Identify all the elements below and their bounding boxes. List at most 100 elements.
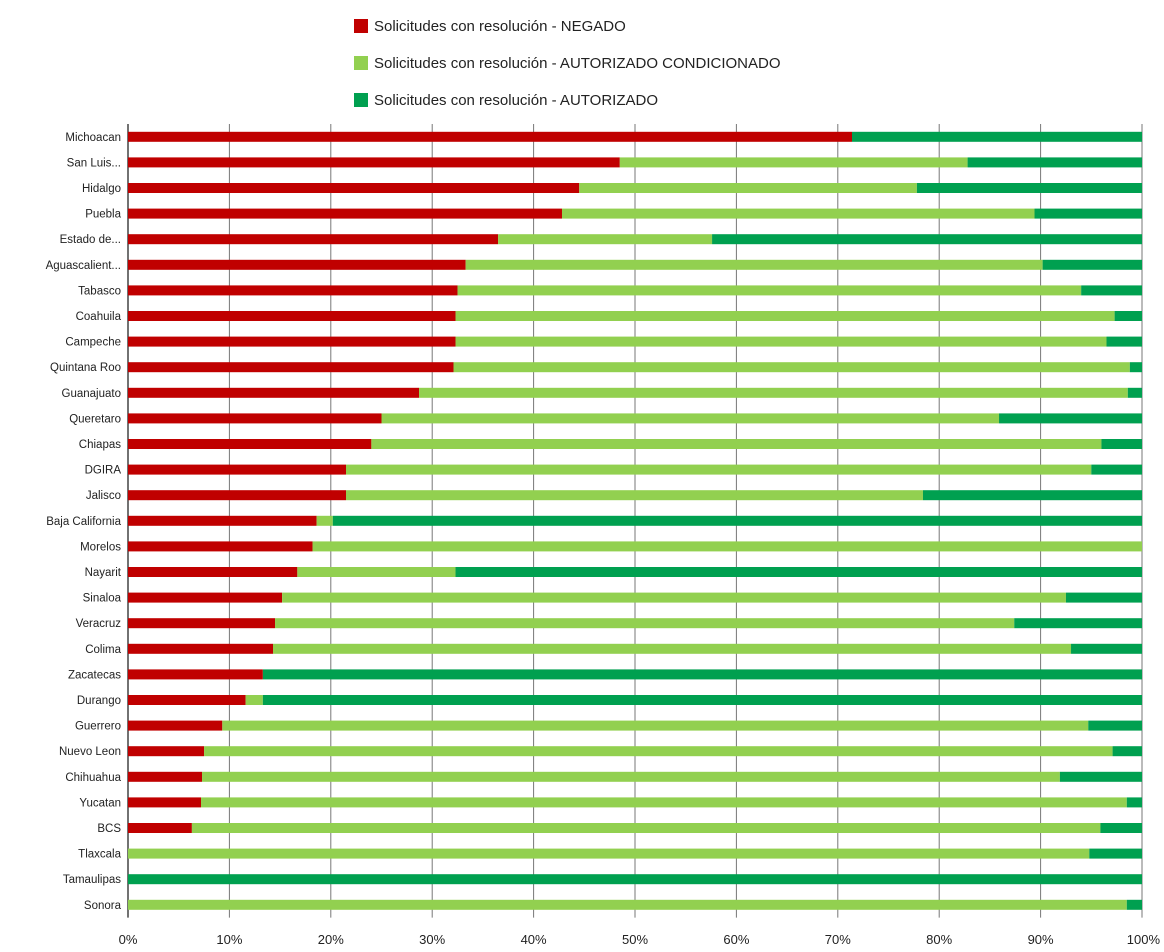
bar-segment [1112, 746, 1142, 757]
bar-segment [619, 157, 968, 168]
bar-segment [1059, 771, 1142, 782]
bar-segment [201, 797, 1127, 808]
bar-segment [1127, 387, 1142, 398]
tick-label: 30% [419, 932, 445, 947]
bar-segment [128, 439, 372, 449]
bar-segment [128, 720, 223, 731]
category-label: Tlaxcala [78, 849, 121, 861]
category-label: Jalisco [86, 490, 121, 502]
category-label: Nuevo Leon [59, 746, 121, 758]
bar-segment [128, 515, 317, 526]
category-label: Puebla [85, 209, 121, 221]
bar-segment [128, 387, 420, 398]
value-axis-labels: 0% 10% 20% 30% 40% 50% 60% 70% 80% 90% 100% [119, 932, 1161, 947]
tick-label: 70% [825, 932, 851, 947]
bar-segment [128, 746, 205, 757]
bar-segment [128, 541, 313, 552]
legend-swatch [354, 56, 368, 70]
bar-segment [312, 541, 1143, 552]
chart-legend: Solicitudes con resolución - NEGADO Solic… [354, 18, 781, 109]
bar-segment [262, 695, 1142, 705]
bar-segment [128, 131, 852, 142]
bar-segment [1014, 618, 1142, 629]
bar-segment [498, 234, 713, 245]
category-label: Sinaloa [83, 593, 122, 605]
bar-segment [128, 413, 382, 424]
bar-segment [128, 285, 458, 296]
tick-label: 20% [318, 932, 344, 947]
category-label: Campeche [65, 337, 121, 349]
bar-segment [1114, 311, 1142, 321]
bar-segment [128, 259, 466, 270]
bar-segment [191, 823, 1101, 833]
bar-segment [202, 771, 1060, 782]
bar-segment [712, 234, 1142, 245]
bar-segment [457, 285, 1082, 296]
legend-swatch [354, 19, 368, 33]
category-label: Guerrero [75, 721, 121, 733]
category-label: Tamaulipas [63, 874, 121, 886]
bar-segment [128, 643, 274, 654]
tick-label: 80% [926, 932, 952, 947]
tick-label: 40% [521, 932, 547, 947]
bar-segment [999, 413, 1142, 424]
bar-segment [245, 695, 263, 705]
tick-label: 100% [1127, 932, 1161, 947]
category-label: Colima [85, 644, 121, 656]
legend-swatch [354, 93, 368, 107]
bar-segment [273, 643, 1072, 654]
legend-label: Solicitudes con resolución - AUTORIZADO [374, 92, 658, 109]
bar-segment [922, 490, 1142, 501]
category-axis-labels: Michoacan San Luis... Hidalgo Puebla Estado … [46, 132, 122, 912]
bar-segment [561, 208, 1035, 219]
bar-segment [262, 669, 1142, 680]
bars [128, 131, 1143, 910]
category-label: Quintana Roo [50, 362, 121, 374]
bar-segment [128, 669, 263, 680]
bar-segment [128, 874, 1142, 885]
bar-segment [346, 464, 1092, 475]
category-label: BCS [97, 823, 121, 835]
bar-segment [128, 567, 298, 577]
bar-segment [128, 336, 456, 347]
bar-segment [1126, 899, 1142, 910]
bar-segment [332, 515, 1142, 526]
bar-segment [275, 618, 1015, 629]
bar-segment [916, 183, 1142, 193]
bar-segment [851, 131, 1142, 142]
bar-segment [455, 311, 1115, 321]
category-label: Chihuahua [65, 772, 121, 784]
bar-segment [297, 567, 456, 577]
legend-label: Solicitudes con resolución - AUTORIZADO … [374, 55, 781, 72]
category-label: San Luis... [67, 157, 121, 169]
bar-segment [128, 771, 203, 782]
tick-label: 10% [216, 932, 242, 947]
bar-segment [128, 899, 1127, 910]
bar-segment [346, 490, 923, 501]
bar-segment [1101, 439, 1142, 449]
bar-segment [1042, 259, 1142, 270]
bar-segment [1091, 464, 1142, 475]
category-label: Coahuila [76, 311, 122, 323]
bar-segment [128, 234, 499, 245]
category-label: Hidalgo [82, 183, 121, 195]
bar-segment [204, 746, 1113, 757]
category-label: Sonora [84, 900, 122, 912]
bar-segment [1088, 720, 1142, 731]
category-label: Chiapas [79, 439, 121, 451]
category-label: Veracruz [76, 618, 122, 630]
bar-segment [128, 490, 347, 501]
bar-segment [128, 362, 454, 373]
tick-label: 90% [1028, 932, 1054, 947]
bar-segment [465, 259, 1043, 270]
bar-segment [1071, 643, 1142, 654]
bar-segment [1126, 797, 1142, 808]
category-label: Morelos [80, 541, 121, 553]
category-label: Nayarit [85, 567, 122, 579]
bar-segment [419, 387, 1128, 398]
bar-segment [128, 311, 456, 321]
category-label: Tabasco [78, 285, 121, 297]
bar-segment [128, 823, 192, 833]
bar-segment [128, 695, 246, 705]
